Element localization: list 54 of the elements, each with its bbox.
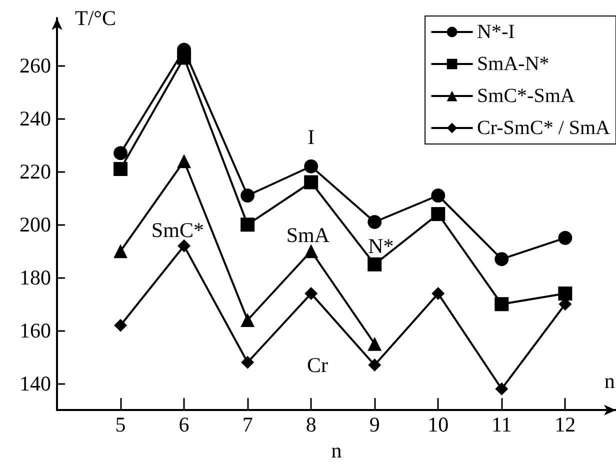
point xyxy=(368,358,382,372)
point xyxy=(368,336,382,351)
point xyxy=(558,286,572,301)
point xyxy=(240,313,255,328)
y-tick-label: 200 xyxy=(20,212,51,237)
point xyxy=(241,356,254,369)
point xyxy=(494,252,509,266)
point xyxy=(494,297,509,312)
point xyxy=(368,215,382,229)
annotation: SmC* xyxy=(151,218,204,242)
point xyxy=(558,230,572,245)
point xyxy=(431,207,446,222)
y-tick-label: 140 xyxy=(20,372,51,396)
point xyxy=(304,287,318,300)
legend-label: SmA-N* xyxy=(477,53,550,75)
x-axis-title: n xyxy=(331,438,342,462)
point xyxy=(177,154,192,168)
legend-label: Cr-SmC* / SmA xyxy=(477,117,611,139)
x-tick-label: 12 xyxy=(554,412,576,437)
point xyxy=(240,188,255,202)
point xyxy=(114,244,128,258)
point xyxy=(368,257,382,272)
y-tick-label: 260 xyxy=(20,54,51,78)
point xyxy=(432,287,445,300)
x-tick-label: 11 xyxy=(492,412,512,437)
annotation: Cr xyxy=(306,353,328,378)
annotation: n xyxy=(604,368,616,393)
y-tick-label: 180 xyxy=(20,266,51,290)
annotation: SmA xyxy=(286,223,330,248)
point xyxy=(304,159,318,174)
x-tick-label: 7 xyxy=(242,412,253,437)
annotation: N* xyxy=(368,234,394,258)
x-tick-label: 6 xyxy=(178,412,190,437)
x-tick-label: 9 xyxy=(369,412,380,437)
legend-label: SmC*-SmA xyxy=(477,85,576,107)
point xyxy=(177,50,192,65)
x-tick-label: 5 xyxy=(115,412,126,437)
y-tick-label: 220 xyxy=(20,160,51,184)
x-tick-label: 8 xyxy=(306,412,316,437)
point xyxy=(304,175,318,190)
point xyxy=(178,239,191,252)
y-tick-label: 240 xyxy=(20,106,51,131)
legend-label: N*-I xyxy=(477,21,515,43)
annotation: I xyxy=(308,125,315,150)
y-tick-label: 160 xyxy=(20,318,51,343)
point xyxy=(114,318,128,332)
point xyxy=(114,146,128,160)
y-axis-title: T/°C xyxy=(75,6,116,30)
point xyxy=(431,188,446,202)
point xyxy=(495,382,508,396)
point xyxy=(114,162,128,176)
x-tick-label: 10 xyxy=(428,412,449,437)
point xyxy=(240,218,255,232)
point xyxy=(304,244,318,258)
